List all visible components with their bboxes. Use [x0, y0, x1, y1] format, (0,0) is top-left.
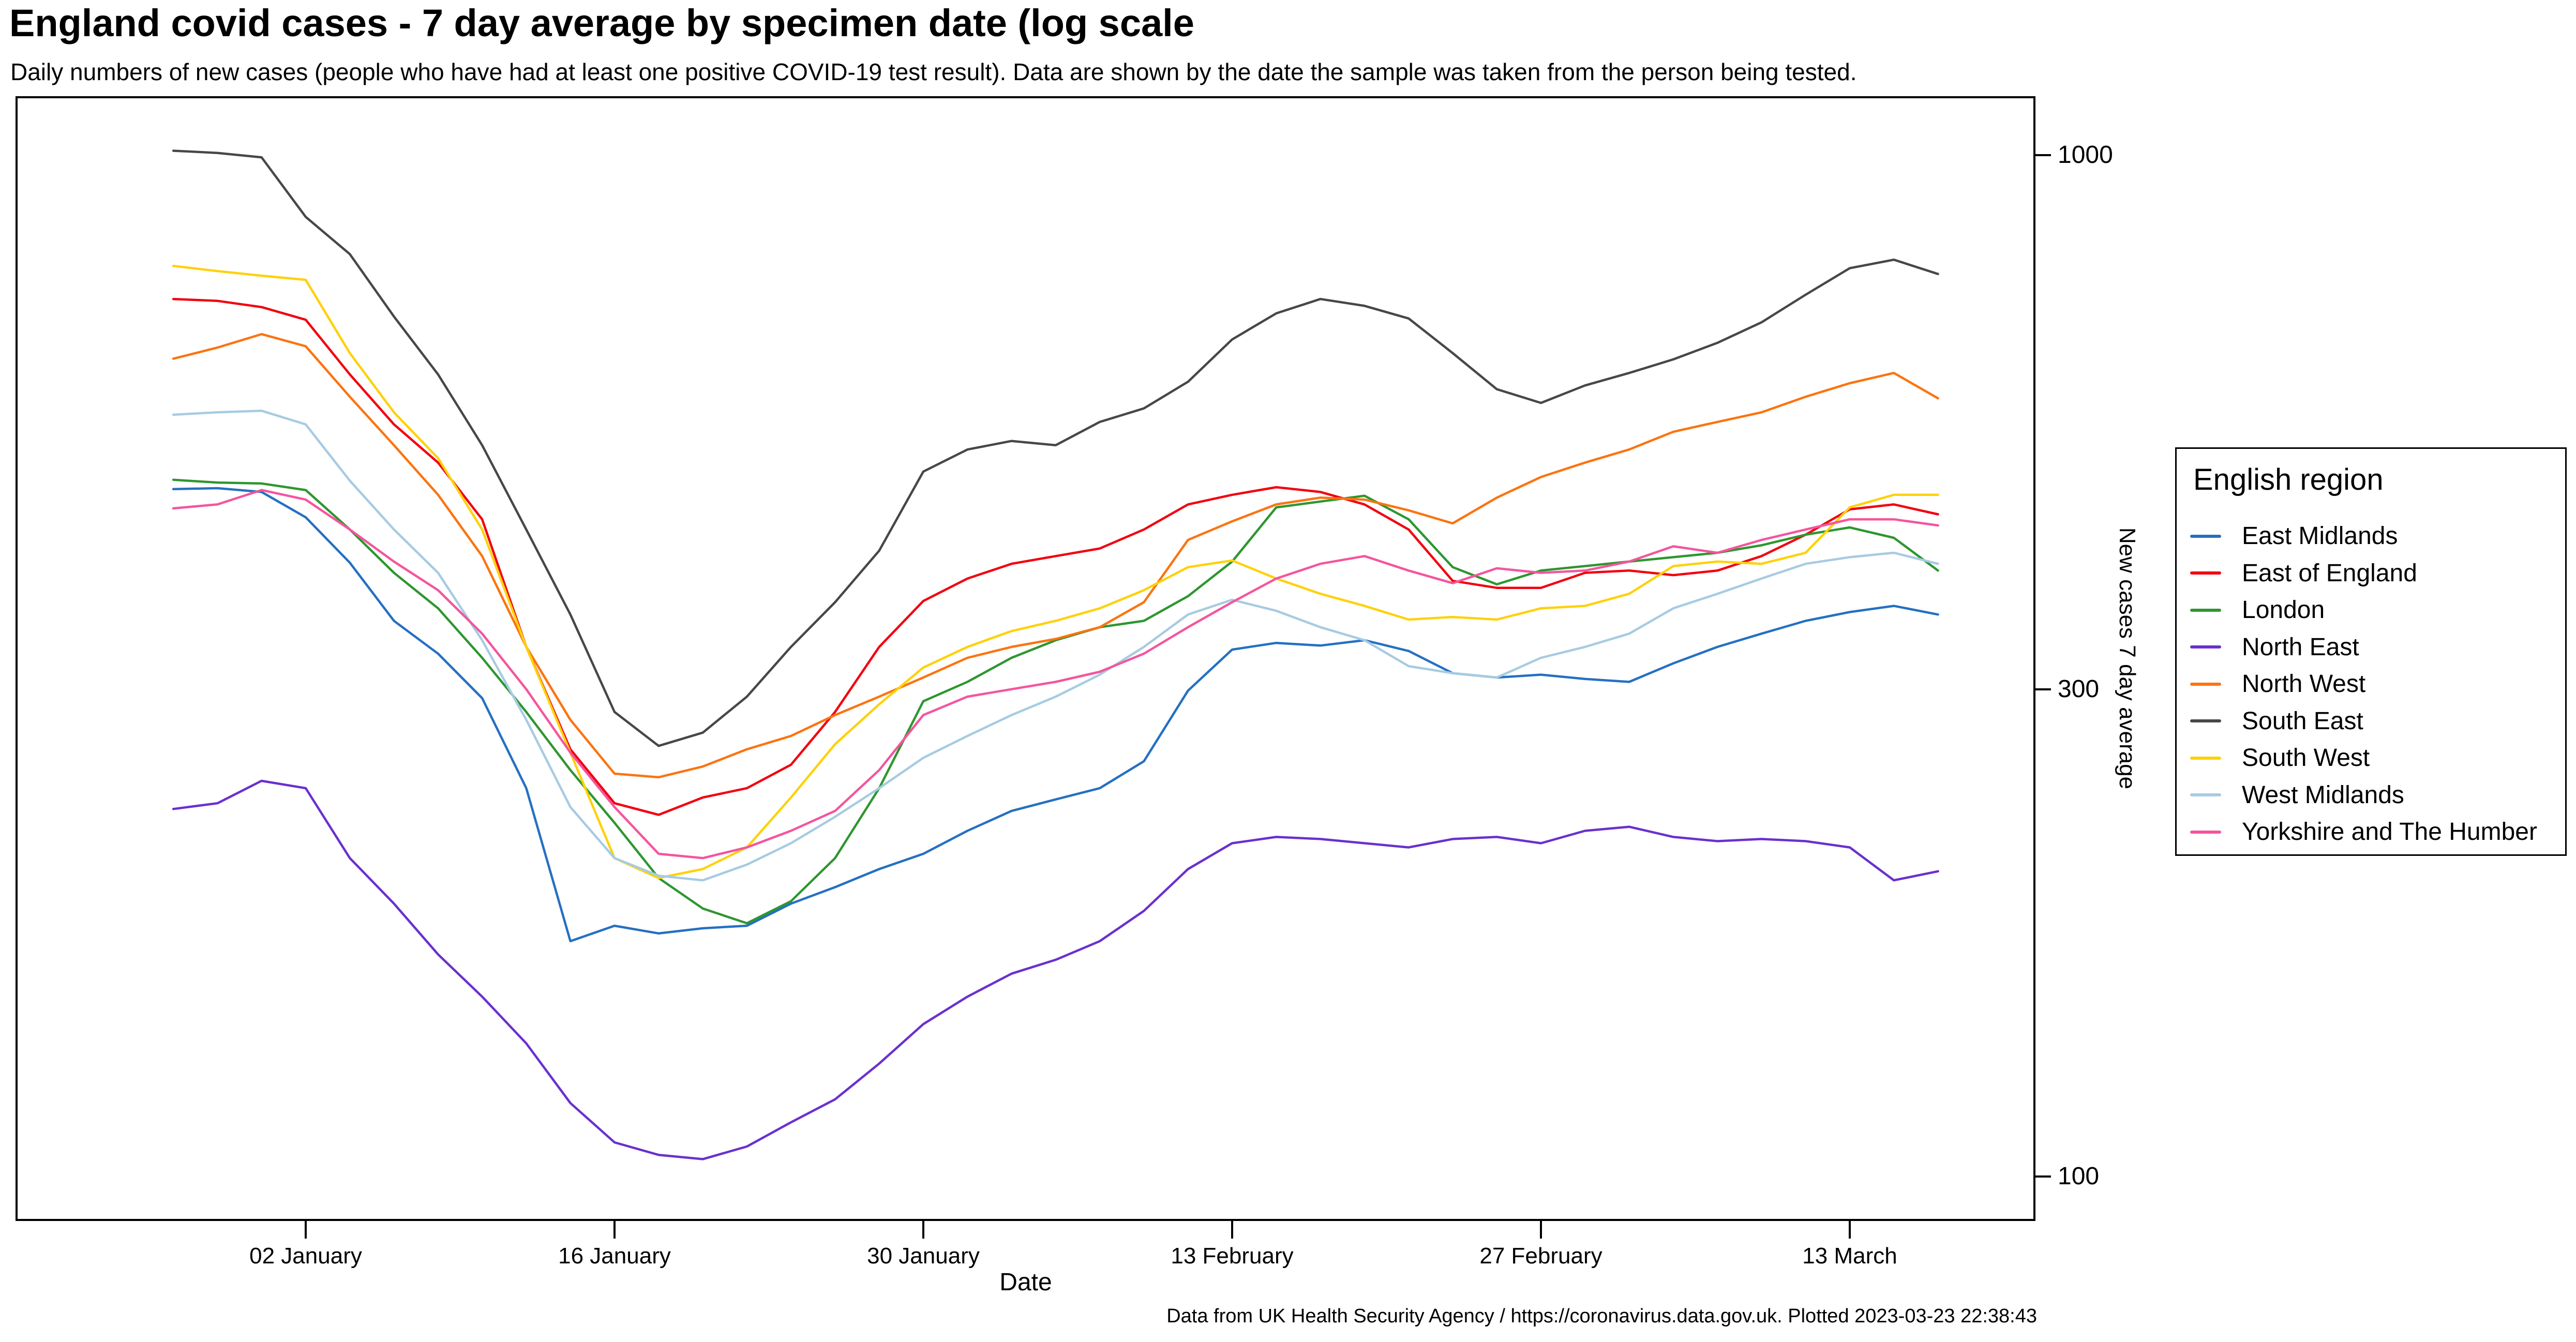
legend-line-swatch [2190, 830, 2221, 834]
legend-item-south-east: South East [2177, 703, 2565, 740]
legend-items: East Midlands East of England London North … [2177, 518, 2565, 851]
series-line-east-midlands [172, 487, 1939, 943]
y-axis-tick [2033, 688, 2051, 690]
legend-box: English region East Midlands East of Engl… [2175, 447, 2567, 856]
x-axis-tick-label: 13 March [1802, 1243, 1897, 1269]
x-axis-tick [1849, 1221, 1851, 1239]
x-axis-tick [305, 1221, 307, 1239]
legend-line-swatch [2190, 682, 2221, 686]
legend-line-swatch [2190, 608, 2221, 612]
legend-item-west-midlands: West Midlands [2177, 777, 2565, 814]
x-axis-tick [1231, 1221, 1233, 1239]
legend-item-east-midlands: East Midlands [2177, 518, 2565, 555]
x-axis-tick [922, 1221, 924, 1239]
legend-item-label: North West [2242, 670, 2366, 698]
x-axis-tick [613, 1221, 616, 1239]
y-axis-tick [2033, 1175, 2051, 1178]
series-line-north-west [172, 333, 1939, 779]
legend-item-london: London [2177, 592, 2565, 629]
legend-line-swatch [2190, 719, 2221, 723]
chart-subtitle: Daily numbers of new cases (people who h… [10, 58, 1857, 85]
legend-item-yorkshire-and-the-humber: Yorkshire and The Humber [2177, 813, 2565, 851]
legend-item-label: Yorkshire and The Humber [2242, 818, 2537, 846]
legend-line-swatch [2190, 571, 2221, 575]
y-axis-title: New cases 7 day average [2115, 527, 2140, 790]
x-axis-title: Date [999, 1269, 1052, 1296]
legend-line-swatch [2190, 534, 2221, 538]
series-line-north-east [172, 779, 1939, 1160]
legend-item-north-east: North East [2177, 629, 2565, 666]
series-line-london [172, 478, 1939, 925]
y-axis-tick-label: 1000 [2058, 141, 2113, 169]
series-line-south-east [172, 149, 1939, 747]
series-line-east-of-england [172, 297, 1939, 816]
legend-item-east-of-england: East of England [2177, 555, 2565, 592]
legend-title: English region [2193, 463, 2384, 496]
x-axis-tick-label: 27 February [1479, 1243, 1602, 1269]
series-lines [172, 149, 1939, 1160]
x-axis-tick-label: 13 February [1171, 1243, 1294, 1269]
series-line-west-midlands [172, 410, 1939, 882]
series-line-south-west [172, 264, 1939, 880]
legend-item-label: East of England [2242, 559, 2417, 587]
x-axis-tick-label: 30 January [867, 1243, 980, 1269]
legend-line-swatch [2190, 645, 2221, 649]
legend-line-swatch [2190, 756, 2221, 760]
legend-item-label: South West [2242, 744, 2370, 772]
legend-item-label: West Midlands [2242, 781, 2404, 809]
y-axis-tick-label: 100 [2058, 1163, 2100, 1190]
legend-item-south-west: South West [2177, 740, 2565, 777]
chart-title: England covid cases - 7 day average by s… [9, 2, 1194, 44]
legend-item-label: London [2242, 596, 2325, 624]
legend-line-swatch [2190, 793, 2221, 797]
x-axis-tick-label: 16 January [558, 1243, 671, 1269]
y-axis-tick [2033, 154, 2051, 156]
legend-item-label: South East [2242, 707, 2363, 735]
legend-item-label: North East [2242, 633, 2359, 661]
legend-item-label: East Midlands [2242, 522, 2398, 550]
legend-item-north-west: North West [2177, 666, 2565, 703]
footer-credit: Data from UK Health Security Agency / ht… [1166, 1305, 2037, 1327]
series-line-yorkshire-and-the-humber [172, 489, 1939, 860]
x-axis-tick [1540, 1221, 1542, 1239]
x-axis-tick-label: 02 January [249, 1243, 362, 1269]
plot-frame [16, 96, 2035, 1221]
y-axis-tick-label: 300 [2058, 675, 2100, 703]
